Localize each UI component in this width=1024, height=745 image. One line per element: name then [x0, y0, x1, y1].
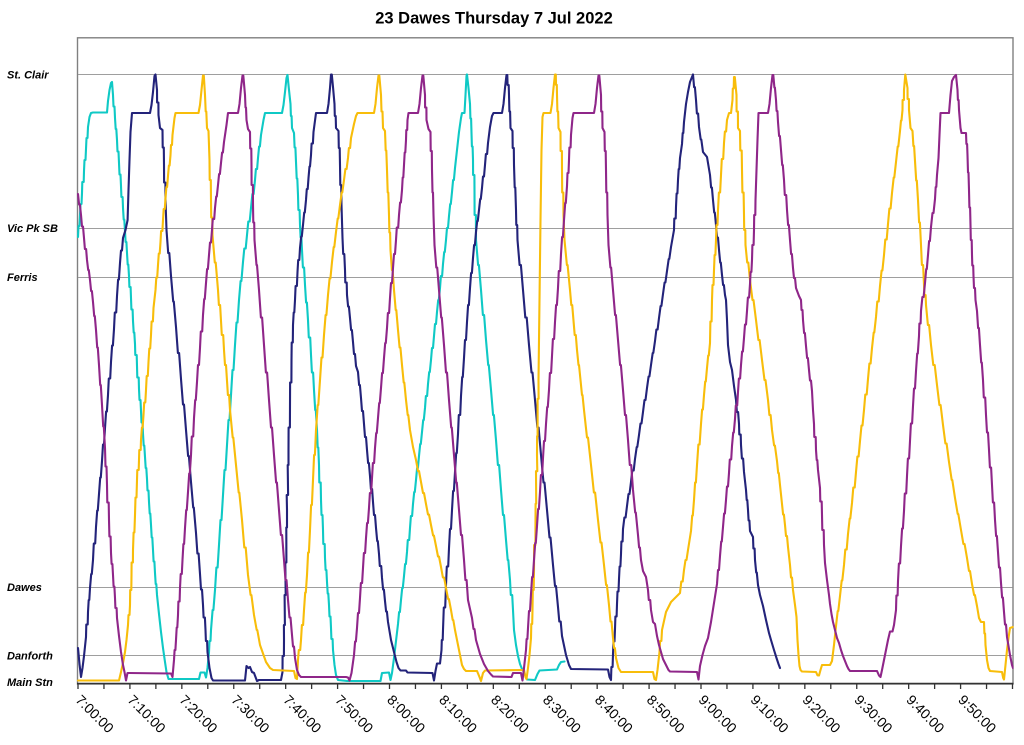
- svg-text:Dawes: Dawes: [7, 582, 42, 594]
- svg-text:Danforth: Danforth: [7, 651, 53, 663]
- svg-text:Vic Pk SB: Vic Pk SB: [7, 223, 58, 235]
- svg-text:23 Dawes Thursday 7 Jul 2022: 23 Dawes Thursday 7 Jul 2022: [375, 10, 613, 28]
- svg-text:Main Stn: Main Stn: [7, 677, 53, 689]
- svg-text:Ferris: Ferris: [7, 272, 38, 284]
- svg-text:St. Clair: St. Clair: [7, 70, 49, 82]
